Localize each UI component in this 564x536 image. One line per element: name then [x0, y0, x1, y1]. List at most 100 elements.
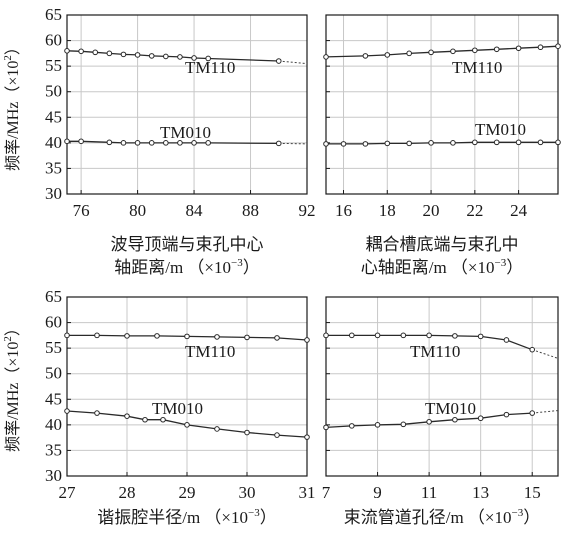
data-point — [428, 140, 434, 146]
y-tick-label: 55 — [45, 56, 62, 75]
data-point — [477, 333, 484, 340]
data-point — [78, 138, 84, 145]
data-point — [529, 410, 536, 416]
x-tick-label: 18 — [379, 201, 396, 220]
data-point — [323, 141, 329, 147]
data-point — [64, 138, 70, 145]
series-label-tm110: TM110 — [185, 342, 235, 361]
series-label-tm010: TM010 — [475, 120, 526, 139]
data-point — [493, 139, 500, 146]
y-tick-label: 60 — [45, 31, 62, 50]
y-tick-label: 65 — [45, 5, 62, 24]
data-point — [537, 44, 544, 51]
x-axis-label-line2: 轴距离/m （×10−3） — [114, 257, 260, 277]
series-line-tm010 — [326, 141, 558, 145]
data-point — [555, 43, 561, 49]
x-tick-label: 16 — [335, 201, 352, 220]
data-point — [503, 411, 510, 418]
data-point — [374, 332, 381, 339]
data-point — [400, 421, 407, 428]
chart-panel-1: 30 35 40 45 50 55 60 65 76 80 84 88 92 TM110 TM010 波导顶端… — [45, 5, 316, 277]
data-point — [177, 54, 183, 60]
data-point — [362, 141, 369, 147]
x-tick-label: 31 — [299, 483, 316, 502]
x-tick-label: 92 — [299, 201, 316, 220]
data-point — [374, 422, 381, 428]
data-point — [148, 140, 155, 146]
data-point — [120, 51, 127, 58]
data-point — [406, 50, 412, 57]
data-point — [323, 54, 329, 60]
data-point — [64, 332, 70, 339]
trend-line-tm110 — [278, 60, 308, 65]
data-point — [106, 139, 113, 146]
data-point — [477, 415, 484, 422]
x-axis-label: 束流管道孔径/m （×10−3） — [344, 507, 541, 527]
series-label-tm110: TM110 — [410, 342, 460, 361]
data-point — [214, 426, 220, 432]
data-point — [274, 335, 280, 341]
data-point — [148, 53, 155, 59]
plot-frame — [325, 296, 559, 477]
x-tick-label: 27 — [59, 483, 77, 502]
x-tick-label: 11 — [421, 483, 437, 502]
series-line-tm110 — [325, 45, 559, 58]
data-point — [503, 337, 510, 343]
data-point — [94, 410, 100, 416]
data-point — [64, 48, 70, 54]
data-point — [515, 139, 522, 146]
data-point — [120, 140, 127, 146]
data-point — [275, 140, 282, 147]
data-point — [450, 48, 456, 55]
x-tick-label: 28 — [119, 483, 136, 502]
data-point — [191, 140, 197, 146]
x-tick-label: 15 — [524, 483, 541, 502]
y-tick-label: 40 — [45, 415, 62, 434]
series-label-tm110: TM110 — [452, 58, 502, 77]
data-point — [472, 139, 478, 146]
data-point — [106, 50, 113, 57]
x-tick-label: 30 — [239, 483, 256, 502]
series-label-tm010: TM010 — [160, 123, 211, 142]
data-point — [493, 46, 500, 53]
x-axis-label-line1: 耦合槽底端与束孔中 — [366, 235, 519, 254]
y-tick-label: 50 — [45, 82, 62, 101]
x-tick-label: 24 — [510, 201, 528, 220]
data-point — [154, 333, 160, 339]
data-point — [124, 333, 130, 339]
chart-panel-3: 30 35 40 45 50 55 60 65 27 28 29 30 31 TM110 TM010 谐振腔半… — [45, 287, 316, 527]
y-axis-label-top: 频率/MHz（×102） — [2, 39, 22, 171]
y-tick-label: 30 — [45, 466, 62, 485]
series-label-tm010: TM010 — [425, 399, 476, 418]
y-tick-label: 30 — [45, 184, 62, 203]
data-point — [244, 429, 250, 436]
series-line-tm010 — [66, 410, 308, 438]
data-point — [340, 141, 347, 147]
y-tick-label: 60 — [45, 313, 62, 332]
data-point — [275, 58, 282, 64]
data-point — [244, 334, 250, 341]
x-tick-label: 7 — [322, 483, 331, 502]
data-point — [426, 332, 432, 339]
data-point — [160, 416, 166, 423]
data-point — [124, 413, 130, 419]
data-point — [163, 140, 169, 146]
data-point — [362, 53, 369, 59]
data-point — [452, 333, 458, 339]
trend-line-tm110 — [532, 349, 559, 359]
x-tick-label: 88 — [242, 201, 259, 220]
data-point — [205, 140, 211, 146]
data-point — [348, 332, 355, 339]
data-point — [191, 55, 197, 61]
y-tick-label: 35 — [45, 158, 62, 177]
plot-frame — [66, 14, 308, 195]
x-tick-label: 13 — [472, 483, 489, 502]
trend-line-tm010 — [278, 142, 308, 145]
chart-panel-4: 7 9 11 13 15 TM110 TM010 束流管道孔径/m （×10−3） — [322, 296, 559, 527]
data-point — [515, 45, 522, 52]
x-tick-label: 20 — [423, 201, 440, 220]
data-point — [304, 337, 310, 343]
y-tick-label: 45 — [45, 107, 62, 126]
data-point — [529, 346, 536, 353]
data-point — [92, 49, 99, 56]
